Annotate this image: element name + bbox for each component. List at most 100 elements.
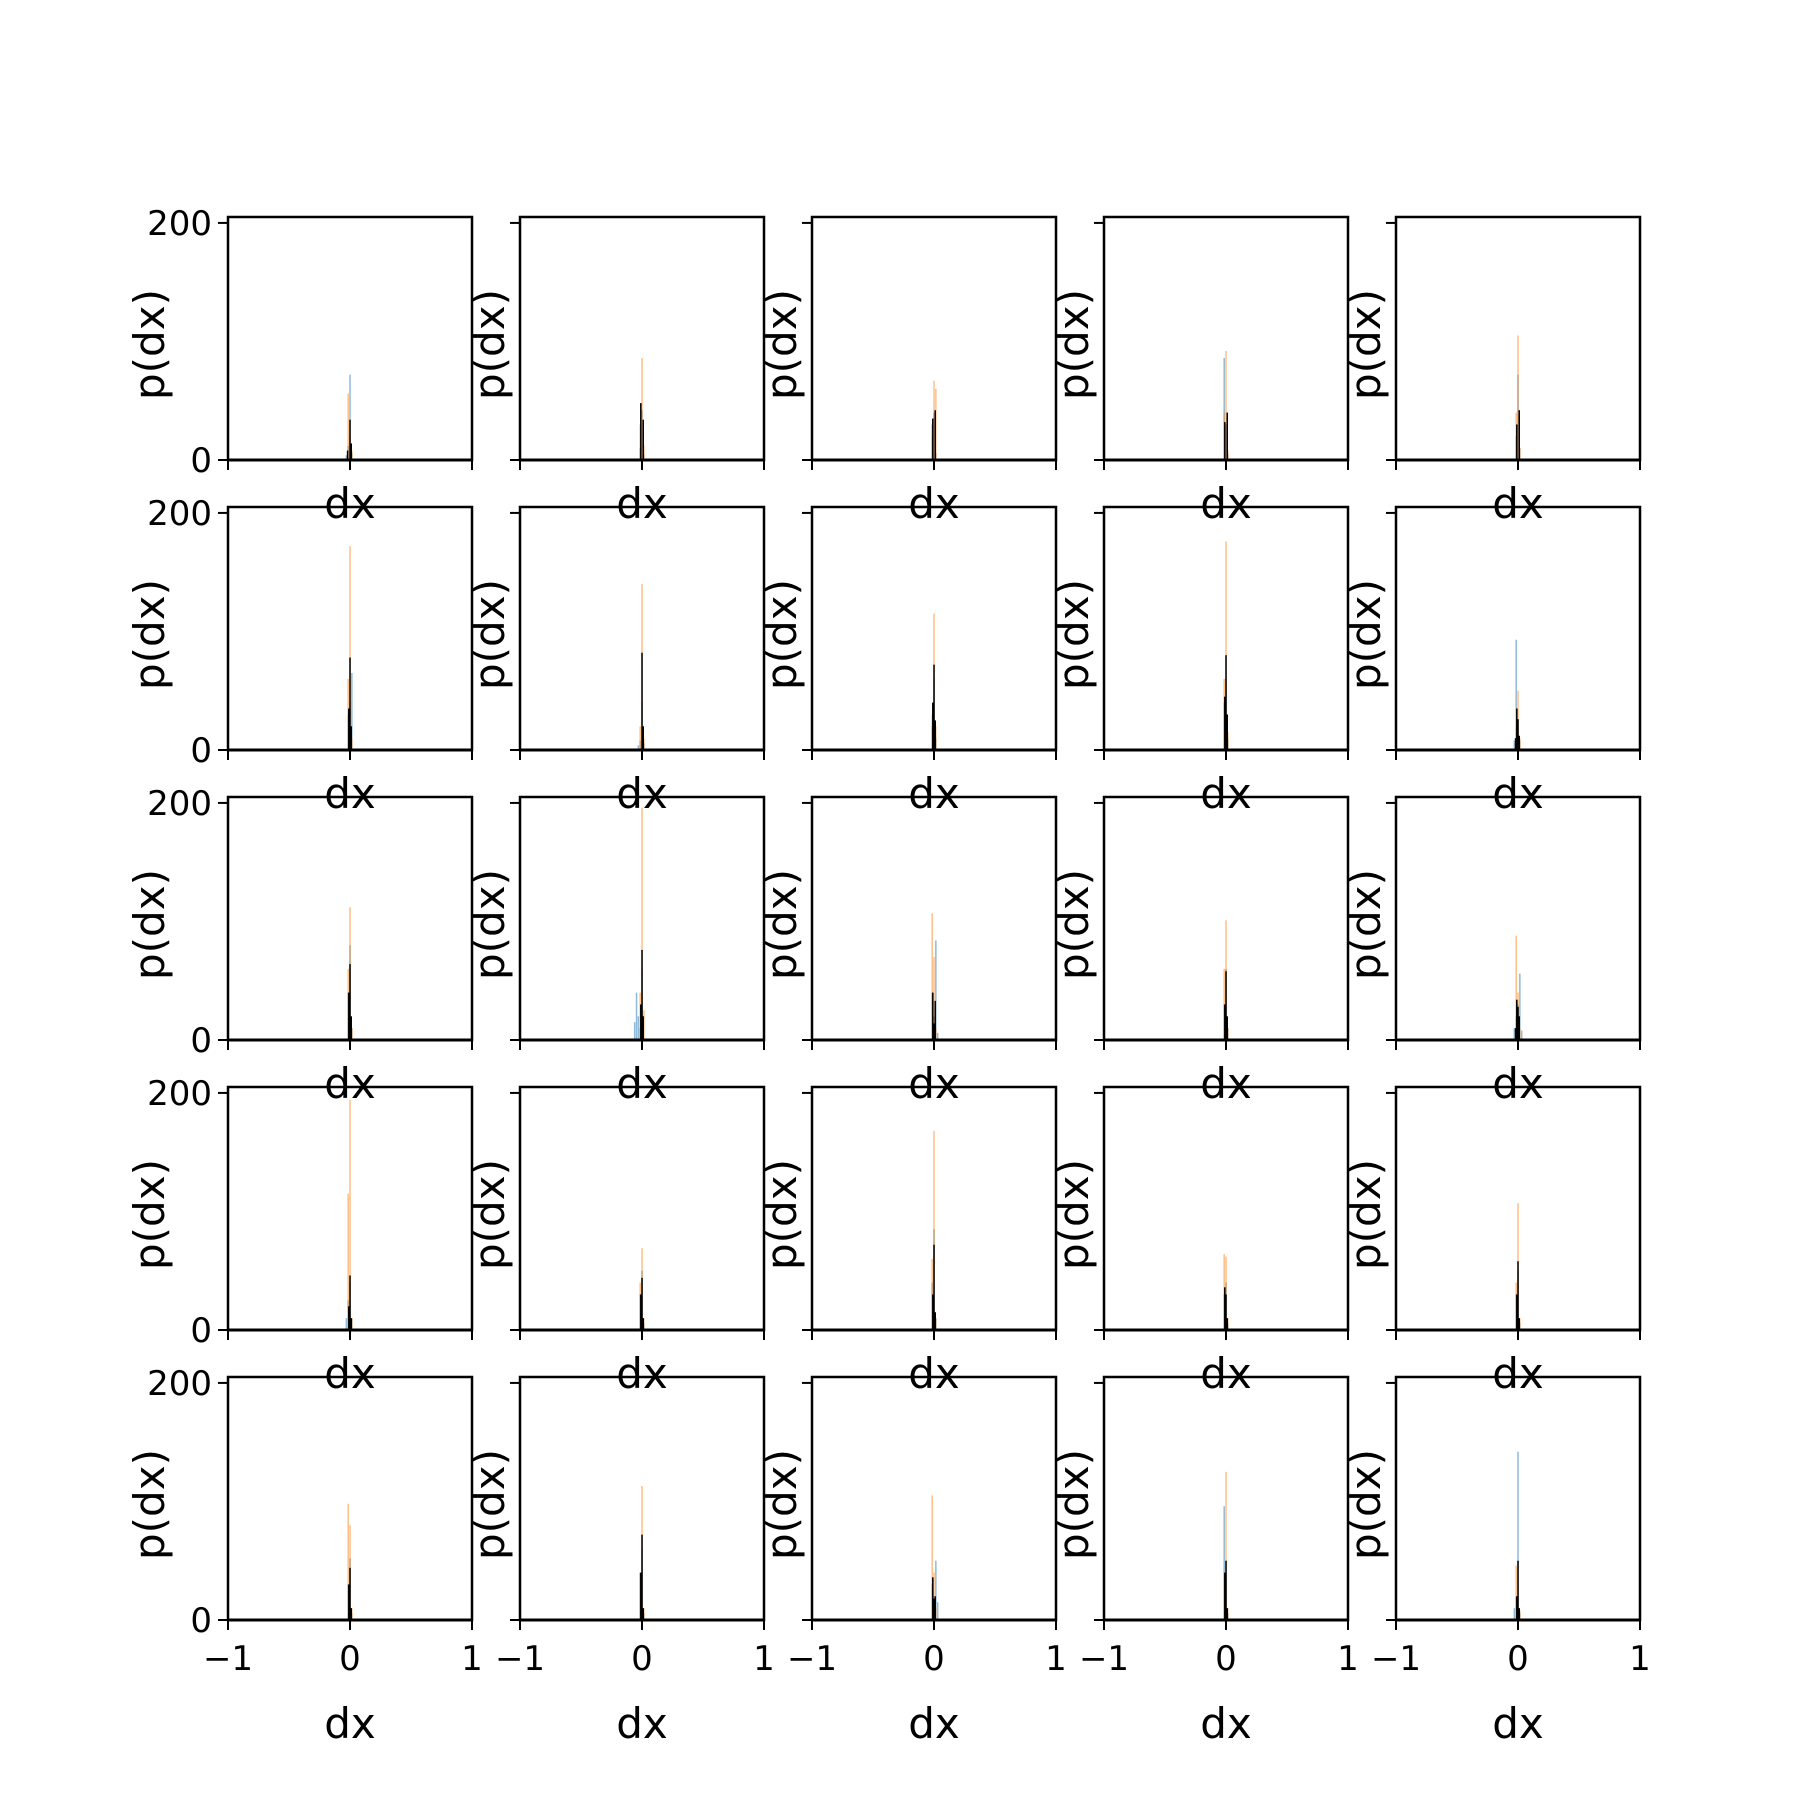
y-axis-label: p(dx)	[1341, 289, 1390, 400]
y-axis-label: p(dx)	[125, 1159, 174, 1270]
y-axis-label: p(dx)	[1049, 579, 1098, 690]
subplot-r4-c4: −1 0 1 dx p(dx)	[1341, 1375, 1651, 1748]
y-tick-label: 200	[147, 1074, 212, 1114]
y-axis-label: p(dx)	[465, 1159, 514, 1270]
bar-black-3	[1518, 735, 1520, 750]
bar-black-0	[641, 652, 643, 750]
y-tick-label: 200	[147, 1364, 212, 1404]
x-tick-label: 0	[1215, 1639, 1237, 1679]
bar-black-0	[1224, 1572, 1226, 1620]
x-axis-label: dx	[908, 1349, 960, 1398]
bar-black-0	[1516, 1294, 1518, 1330]
bar-black-2	[1226, 1016, 1228, 1040]
bar-black-1	[933, 1598, 935, 1620]
bar-blue-1	[1515, 639, 1517, 750]
bar-black-0	[1514, 738, 1517, 750]
bar-black-0	[1516, 424, 1518, 460]
bar-black-1	[1517, 1261, 1519, 1330]
bar-orange-1	[1225, 350, 1227, 460]
x-axis-label: dx	[616, 1699, 668, 1748]
y-axis-label: p(dx)	[757, 869, 806, 980]
subplot-r0-c1: dx p(dx)	[465, 215, 766, 528]
bar-black-2	[1226, 714, 1228, 750]
bar-black-2	[350, 726, 352, 750]
x-tick-label: 0	[1507, 1639, 1529, 1679]
bar-blue-2	[351, 672, 353, 750]
x-axis-label: dx	[616, 1059, 668, 1108]
x-axis-label: dx	[324, 1699, 376, 1748]
bar-black-0	[640, 1572, 642, 1620]
bar-black-0	[932, 1577, 934, 1620]
bar-orange-1	[641, 807, 643, 1040]
x-tick-label: 1	[753, 1639, 775, 1679]
x-tick-label: 1	[1045, 1639, 1067, 1679]
bar-blue-2	[1517, 1451, 1519, 1620]
bar-blue-2	[637, 1016, 640, 1040]
y-tick-label: 0	[190, 731, 212, 771]
bar-black-2	[934, 1312, 936, 1330]
x-axis-label: dx	[1492, 479, 1544, 528]
y-axis-label: p(dx)	[465, 869, 514, 980]
bar-black-0	[348, 708, 350, 750]
x-axis-label: dx	[616, 479, 668, 528]
bar-orange-0	[1515, 935, 1517, 1040]
x-tick-label: −1	[203, 1639, 253, 1679]
x-axis-label: dx	[324, 479, 376, 528]
subplot-grid: 0200dxp(dx)dxp(dx)dxp(dx)dxp(dx)dxp(dx)0…	[125, 204, 1651, 1748]
bar-black-1	[349, 1567, 351, 1620]
x-tick-label: −1	[787, 1639, 837, 1679]
y-axis-label: p(dx)	[125, 579, 174, 690]
x-tick-label: 1	[1337, 1639, 1359, 1679]
bar-orange-1	[349, 546, 351, 750]
bar-black-0	[1224, 422, 1226, 460]
bar-black-2	[1518, 1318, 1520, 1330]
bar-orange-1	[933, 1130, 935, 1330]
bar-black-2	[934, 1000, 936, 1040]
bar-black-0	[1224, 1287, 1226, 1330]
y-axis-label: p(dx)	[465, 1449, 514, 1560]
bar-black-1	[349, 419, 351, 460]
bar-orange-1	[933, 957, 935, 1040]
bar-black-0	[640, 403, 642, 460]
bar-black-1	[1516, 708, 1518, 750]
y-axis-label: p(dx)	[757, 579, 806, 690]
bar-black-1	[933, 664, 935, 750]
bar-black-1	[1225, 971, 1227, 1040]
bar-black-2	[1518, 1608, 1520, 1620]
x-axis-label: dx	[1492, 1059, 1544, 1108]
bar-black-1	[349, 657, 351, 750]
subplot-r2-c2: dx p(dx)	[757, 795, 1058, 1108]
subplot-r2-c1: dx p(dx)	[465, 795, 766, 1108]
subplot-r3-c1: dx p(dx)	[465, 1085, 766, 1398]
subplot-r4-c3: −1 0 1 dx p(dx)	[1049, 1375, 1359, 1748]
bar-black-0	[932, 702, 934, 750]
x-axis-label: dx	[324, 1059, 376, 1108]
y-tick-label: 200	[147, 204, 212, 244]
bar-black-0	[932, 992, 934, 1040]
x-axis-label: dx	[1200, 1349, 1252, 1398]
bar-black-3	[1518, 1016, 1520, 1040]
y-axis-label: p(dx)	[1049, 869, 1098, 980]
y-axis-label: p(dx)	[1341, 1449, 1390, 1560]
y-axis-label: p(dx)	[125, 869, 174, 980]
y-tick-label: 0	[190, 441, 212, 481]
bar-black-0	[932, 418, 934, 460]
bar-black-1	[349, 964, 351, 1040]
subplot-r0-c2: dx p(dx)	[757, 215, 1058, 528]
bar-black-2	[350, 1608, 352, 1620]
bar-blue-0	[345, 455, 348, 460]
bar-blue-1	[635, 992, 638, 1040]
bar-black-0	[346, 450, 349, 460]
subplot-r0-c3: dx p(dx)	[1049, 215, 1350, 528]
bar-black-1	[642, 419, 644, 460]
x-axis-label: dx	[1200, 1699, 1252, 1748]
y-axis-label: p(dx)	[1341, 579, 1390, 690]
subplot-r3-c0: 0 200 dx p(dx)	[125, 1074, 474, 1398]
bar-orange-1	[933, 1572, 935, 1620]
bar-blue-3	[1519, 973, 1521, 1040]
bar-black-1	[1225, 1560, 1227, 1620]
bar-black-2	[642, 1318, 644, 1330]
bar-orange-1	[1225, 1471, 1227, 1620]
subplot-r1-c2: dx p(dx)	[757, 505, 1058, 818]
